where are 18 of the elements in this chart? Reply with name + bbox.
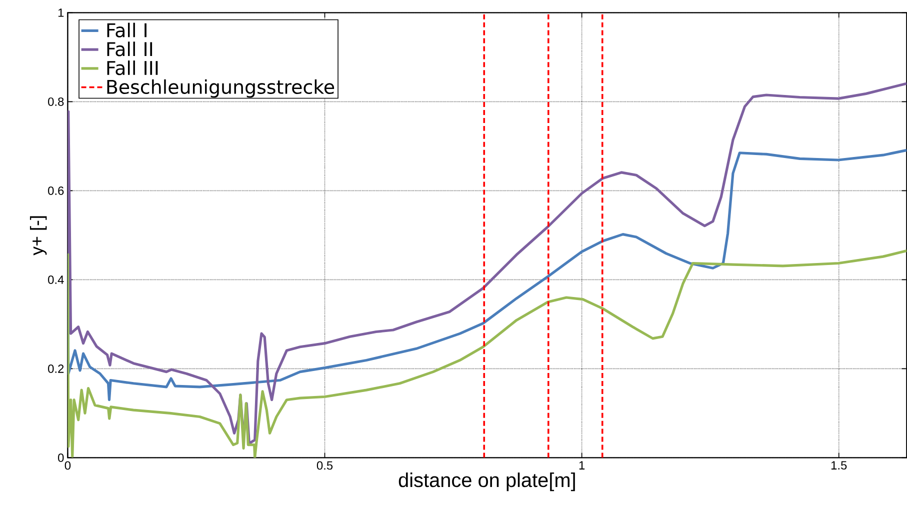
y-tick-label: 0 [58,453,64,462]
x-tick-label: 1.5 [831,461,847,470]
y-tick-label: 0.8 [48,97,64,106]
y-tick-label: 1 [58,8,64,17]
x-tick-label: 0.5 [316,461,333,470]
y-tick-label: 0.4 [48,275,64,284]
x-axis-title: distance on plate[m] [398,472,575,492]
legend-label: Fall III [107,60,158,76]
y-tick-label: 0.2 [48,364,64,373]
line-series [68,249,907,458]
x-tick-label: 0 [64,461,71,470]
legend-label: Beschleunigungsstrecke [107,79,334,98]
line-series [68,148,907,402]
y-tick-label: 0.6 [48,186,64,195]
y-axis-title: y+ [-] [30,216,47,256]
legend-label: Fall I [107,22,146,38]
legend-label: Fall II [107,42,152,56]
x-tick-label: 1 [579,461,585,470]
